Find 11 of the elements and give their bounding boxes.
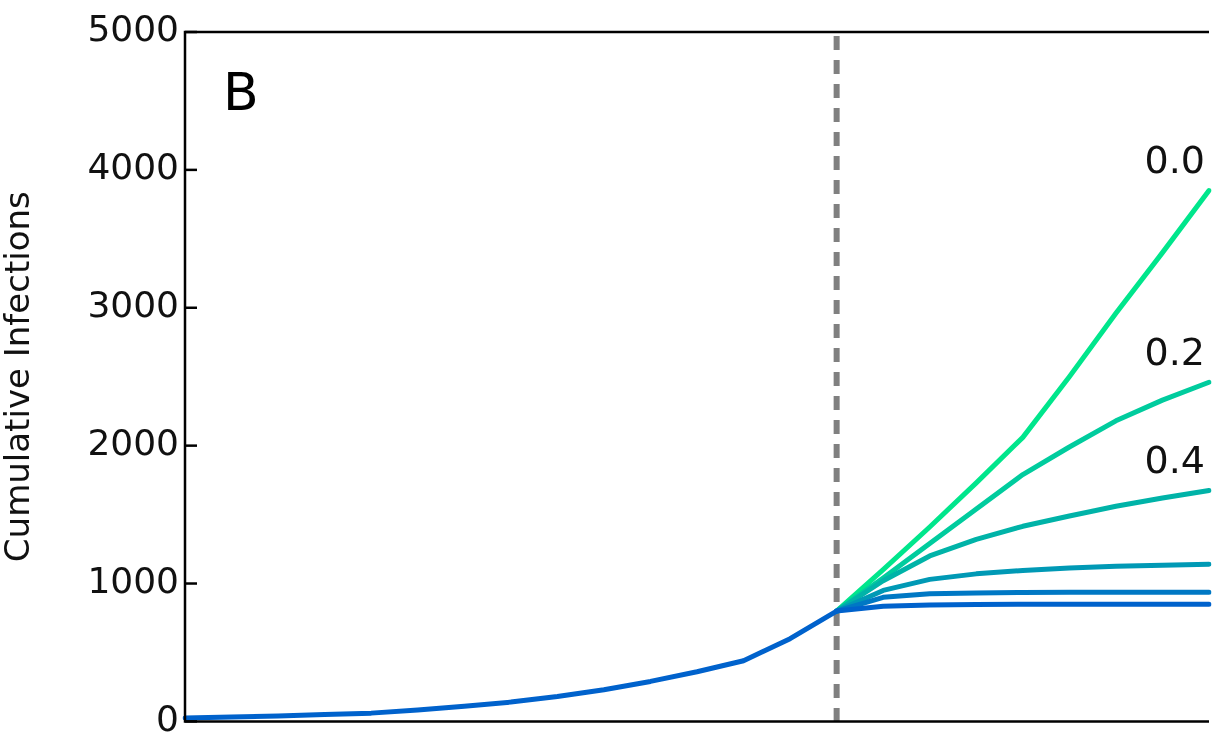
y-tick-label: 4000	[87, 146, 179, 188]
y-tick-label: 0	[156, 697, 179, 739]
y-tick-label: 2000	[87, 422, 179, 463]
series-label: 0.4	[1144, 438, 1205, 483]
y-tick-label: 3000	[87, 284, 179, 326]
series-label: 0.0	[1144, 138, 1205, 183]
y-tick-label: 1000	[87, 559, 179, 601]
y-axis-title: Cumulative Infections	[0, 191, 38, 563]
text: B	[223, 61, 259, 122]
y-tick-label: 5000	[87, 8, 179, 50]
series-label: 0.2	[1144, 330, 1205, 375]
